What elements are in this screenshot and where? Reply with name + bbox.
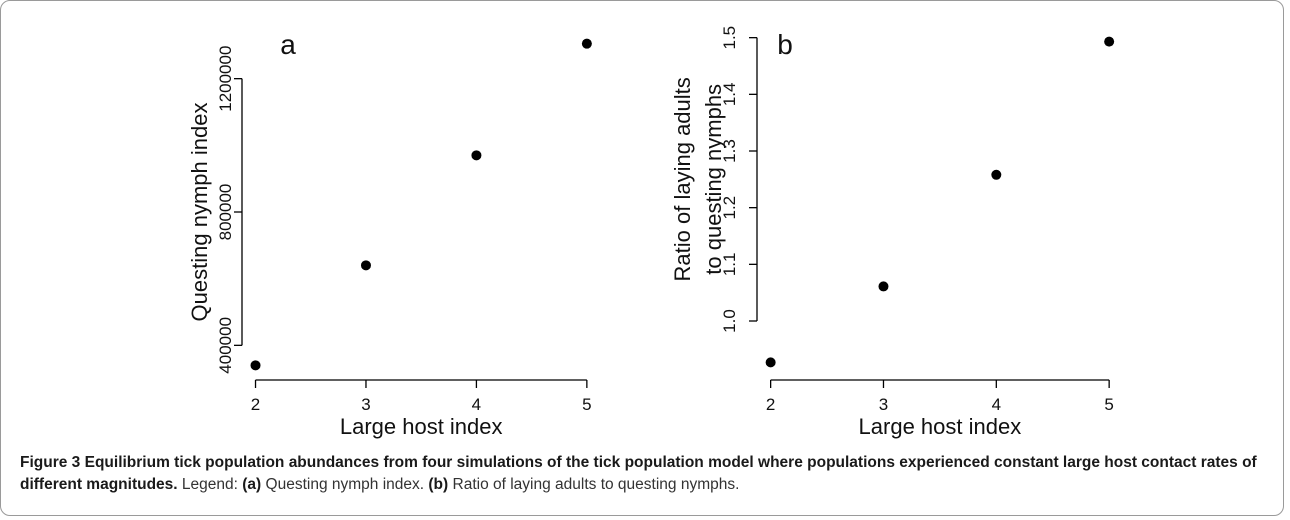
pa-data-point — [471, 150, 482, 161]
pb-data-point — [765, 357, 776, 368]
caption-legend-prefix: Legend: — [181, 476, 243, 493]
pb-y-tick-label: 1.1 — [720, 253, 739, 277]
pb-x-axis-label: Large host index — [859, 414, 1022, 439]
caption-key-a: (a) — [242, 476, 262, 493]
caption-text-a: Questing nymph index. — [265, 476, 425, 493]
pa-y-tick-label: 800000 — [216, 184, 235, 241]
pb-x-tick-label: 3 — [879, 395, 888, 414]
pb-y-tick-label: 1.3 — [720, 139, 739, 163]
pb-y-tick-label: 1.0 — [720, 309, 739, 333]
pa-y-axis-label-line: Questing nymph index — [187, 103, 212, 322]
pa-x-tick-label: 4 — [472, 395, 481, 414]
pa-y-tick-label: 1200000 — [216, 46, 235, 112]
pa-data-point — [250, 360, 261, 371]
pb-y-axis-label-line: Ratio of laying adults — [670, 77, 695, 281]
caption-figure-number: Figure 3 — [20, 454, 81, 471]
pa-x-tick-label: 3 — [361, 395, 370, 414]
pa-x-tick-label: 2 — [251, 395, 260, 414]
figure-panels: 2 3 4 5 400000 800000 1200000 Large host index Q… — [187, 26, 1115, 439]
pa-data-point — [581, 38, 592, 49]
pa-x-axis-label: Large host index — [340, 414, 503, 439]
pa-x-tick-label: 5 — [582, 395, 591, 414]
pb-data-point — [878, 281, 889, 292]
pb-y-tick-label: 1.5 — [720, 26, 739, 50]
pa-data-point — [360, 260, 371, 271]
pb-x-tick-label: 5 — [1104, 395, 1113, 414]
pb-x-tick-label: 2 — [766, 395, 775, 414]
pa-panel-label: a — [280, 29, 296, 60]
pb-y-tick-label: 1.4 — [720, 83, 739, 107]
pb-panel-label: b — [777, 29, 793, 60]
pb-y-tick-label: 1.2 — [720, 196, 739, 220]
caption-title: Equilibrium tick population abundances f… — [20, 454, 1257, 493]
pb-x-tick-label: 4 — [992, 395, 1001, 414]
pb-y-axis-label-line: to questing nymphs — [701, 84, 726, 275]
pb-data-point — [991, 169, 1002, 180]
caption-key-b: (b) — [428, 476, 449, 493]
pa-y-tick-label: 400000 — [216, 317, 235, 374]
pb-data-point — [1104, 36, 1115, 47]
caption-text-b: Ratio of laying adults to questing nymph… — [452, 476, 740, 493]
figure-caption: Figure 3 Equilibrium tick population abu… — [20, 452, 1282, 496]
